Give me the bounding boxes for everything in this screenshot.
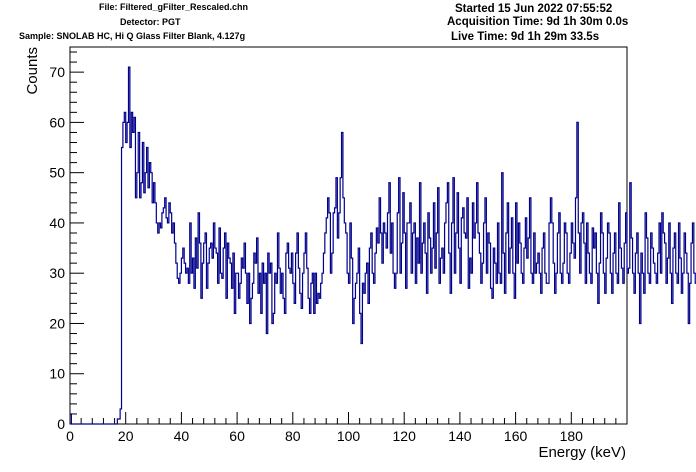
y-tick-label: 40	[49, 215, 65, 231]
x-tick-label: 140	[448, 428, 472, 444]
acquisition-time-label: Acquisition Time: 9d 1h 30m 0.0s	[447, 16, 629, 28]
y-tick-label: 20	[49, 315, 65, 331]
y-tick-label: 60	[49, 114, 65, 130]
x-tick-label: 0	[66, 428, 74, 444]
detector-label: Detector: PGT	[120, 17, 181, 27]
y-axis-label: Counts	[24, 47, 41, 95]
x-axis: 0 20 40 60 80 100 120 140 160 180	[66, 412, 617, 444]
x-tick-label: 160	[504, 428, 528, 444]
live-time-label: Live Time: 9d 1h 29m 33.5s	[451, 31, 600, 43]
x-axis-label: Energy (keV)	[538, 444, 626, 461]
y-axis: 0 10 20 30 40 50 60 70	[49, 51, 84, 432]
y-tick-label: 70	[49, 64, 65, 80]
file-label: File: Filtered_gFilter_Rescaled.chn	[99, 2, 249, 12]
y-tick-label: 10	[49, 366, 65, 382]
x-tick-label: 80	[285, 428, 301, 444]
x-tick-label: 60	[229, 428, 245, 444]
x-tick-label: 180	[560, 428, 584, 444]
sample-label: Sample: SNOLAB HC, Hi Q Glass Filter Bla…	[19, 31, 246, 41]
spectrum-series-line	[70, 66, 696, 425]
y-tick-label: 30	[49, 265, 65, 281]
x-tick-label: 120	[393, 428, 417, 444]
x-tick-label: 20	[118, 428, 134, 444]
y-tick-label: 50	[49, 165, 65, 181]
x-tick-label: 40	[174, 428, 190, 444]
started-label: Started 15 Jun 2022 07:55:52	[455, 3, 613, 15]
y-tick-label: 0	[57, 416, 65, 432]
x-tick-label: 100	[337, 428, 361, 444]
